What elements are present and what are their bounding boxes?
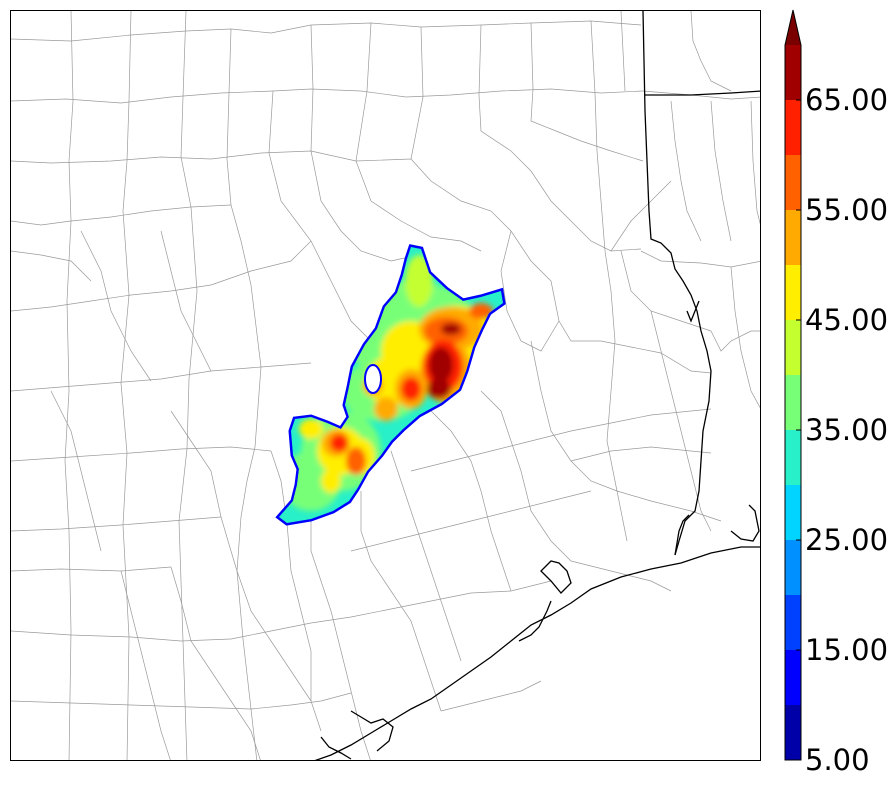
- colorbar-segment: [785, 375, 801, 430]
- colorbar-segment: [785, 485, 801, 540]
- colorbar-tick-label-3: 25.00: [805, 523, 889, 557]
- colorbar-segment: [785, 45, 801, 100]
- colorbar-segment: [785, 100, 801, 155]
- colorbar-segment: [785, 540, 801, 595]
- colorbar-tick-label-7: 65.00: [805, 83, 889, 117]
- colorbar-segment: [785, 155, 801, 210]
- county-boundaries: [11, 11, 760, 760]
- colorbar-tick-label-4: 35.00: [805, 413, 889, 447]
- map-canvas: [11, 11, 760, 760]
- colorbar-segment: [785, 430, 801, 485]
- colorbar-tick-label-5: 45.00: [805, 303, 889, 337]
- colorbar-segment: [785, 320, 801, 375]
- colorbar-segment: [785, 595, 801, 650]
- map-panel: [10, 10, 761, 761]
- state-and-coast-lines: [314, 11, 760, 760]
- colorbar-extend-arrow: [785, 10, 801, 45]
- colorbar-tick-label-2: 15.00: [805, 633, 889, 667]
- colorbar-segment: [785, 265, 801, 320]
- colorbar-tick-label-1: 5.00: [805, 743, 870, 777]
- colorbar-segment: [785, 705, 801, 760]
- colorbar-segment: [785, 650, 801, 705]
- colorbar-tick-label-6: 55.00: [805, 193, 889, 227]
- colorbar-segment: [785, 210, 801, 265]
